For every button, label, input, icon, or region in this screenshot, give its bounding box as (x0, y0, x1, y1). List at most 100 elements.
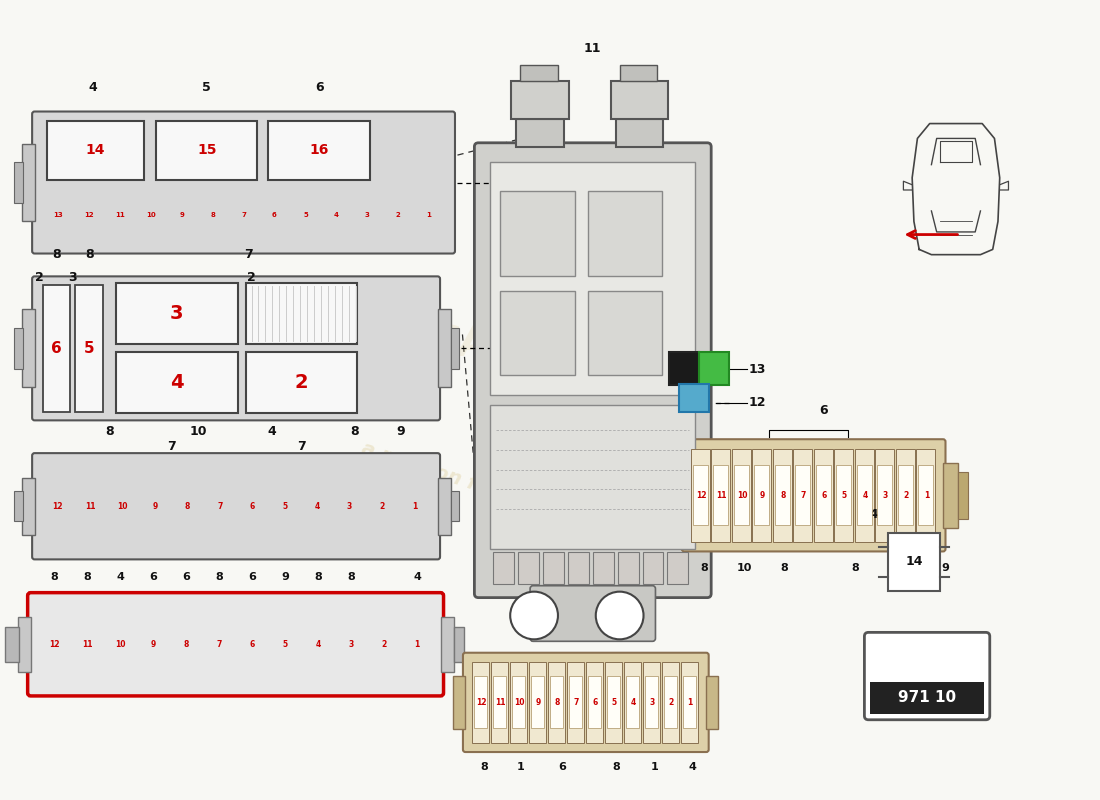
Bar (712, 449, 730, 542)
Text: 10: 10 (146, 212, 156, 218)
Bar (355, 199, 380, 231)
Bar (529, 662, 547, 743)
Bar (774, 466, 790, 526)
Bar (713, 466, 728, 526)
Bar (402, 603, 432, 686)
Bar (566, 662, 584, 743)
Bar (270, 462, 300, 550)
Bar (13, 162, 23, 203)
Bar (568, 552, 588, 584)
Text: 8: 8 (51, 572, 58, 582)
Bar (371, 622, 397, 666)
Bar (231, 199, 256, 231)
Bar (290, 186, 320, 246)
Bar (587, 290, 662, 375)
Text: 6: 6 (822, 491, 826, 500)
Text: 8: 8 (780, 491, 785, 500)
Bar (136, 186, 165, 246)
Bar (107, 622, 133, 666)
Text: 4: 4 (414, 572, 421, 582)
Bar (691, 449, 710, 542)
Text: 7: 7 (217, 640, 222, 649)
Bar (512, 82, 569, 119)
Text: 8: 8 (216, 572, 223, 582)
Text: 5: 5 (302, 212, 308, 218)
Bar (156, 121, 257, 180)
Bar (200, 199, 225, 231)
Bar (138, 603, 168, 686)
Bar (321, 186, 351, 246)
Text: 10: 10 (118, 502, 128, 510)
Text: 5: 5 (283, 640, 288, 649)
Circle shape (596, 592, 644, 639)
Bar (338, 622, 364, 666)
Bar (174, 483, 200, 530)
Bar (706, 676, 718, 729)
Bar (43, 186, 73, 246)
Text: 8: 8 (613, 762, 620, 773)
Text: 4: 4 (170, 373, 184, 392)
Bar (619, 66, 658, 82)
Bar (624, 662, 641, 743)
Text: 6: 6 (183, 572, 190, 582)
Bar (402, 483, 428, 530)
Text: 6: 6 (711, 364, 717, 374)
FancyBboxPatch shape (32, 111, 455, 254)
Bar (795, 466, 811, 526)
Text: 6: 6 (593, 698, 598, 707)
Text: 971 10: 971 10 (898, 690, 956, 706)
FancyBboxPatch shape (474, 142, 712, 598)
Bar (898, 466, 913, 526)
Bar (142, 483, 168, 530)
Bar (454, 626, 464, 662)
FancyBboxPatch shape (682, 439, 946, 551)
Text: 2: 2 (903, 491, 909, 500)
Text: 1: 1 (688, 698, 693, 707)
Bar (301, 462, 332, 550)
Bar (4, 626, 19, 662)
Bar (22, 144, 34, 221)
Text: 4: 4 (117, 572, 124, 582)
Bar (732, 449, 750, 542)
Text: 10: 10 (736, 563, 751, 573)
Bar (877, 466, 892, 526)
Text: 6: 6 (51, 341, 62, 356)
Text: 1: 1 (411, 502, 417, 510)
Bar (491, 405, 695, 549)
Bar (268, 121, 370, 180)
Bar (816, 466, 831, 526)
Bar (755, 466, 769, 526)
Text: 8: 8 (315, 572, 322, 582)
Text: 5: 5 (84, 341, 95, 356)
Bar (417, 199, 441, 231)
Bar (366, 462, 397, 550)
Bar (140, 462, 170, 550)
Text: 2: 2 (382, 640, 387, 649)
Bar (680, 384, 710, 412)
Bar (793, 449, 812, 542)
Text: 4: 4 (333, 212, 339, 218)
Text: 8: 8 (851, 563, 859, 573)
Bar (670, 463, 684, 527)
Text: 5: 5 (202, 81, 211, 94)
Bar (107, 462, 138, 550)
Bar (206, 622, 232, 666)
Text: 9: 9 (888, 563, 895, 573)
Text: 11: 11 (716, 491, 727, 500)
Bar (958, 472, 968, 519)
Text: 9: 9 (536, 698, 541, 707)
Bar (500, 191, 575, 276)
Bar (510, 662, 527, 743)
Bar (272, 622, 298, 666)
Text: 7: 7 (801, 491, 806, 500)
Bar (170, 603, 201, 686)
Text: 10: 10 (913, 563, 928, 573)
Text: 1: 1 (427, 212, 431, 218)
Text: 3: 3 (650, 698, 654, 707)
Text: 10: 10 (737, 491, 747, 500)
Bar (245, 352, 358, 413)
Text: 3: 3 (170, 304, 184, 323)
Text: 1: 1 (924, 491, 928, 500)
Text: 4: 4 (88, 81, 97, 94)
Bar (262, 199, 287, 231)
